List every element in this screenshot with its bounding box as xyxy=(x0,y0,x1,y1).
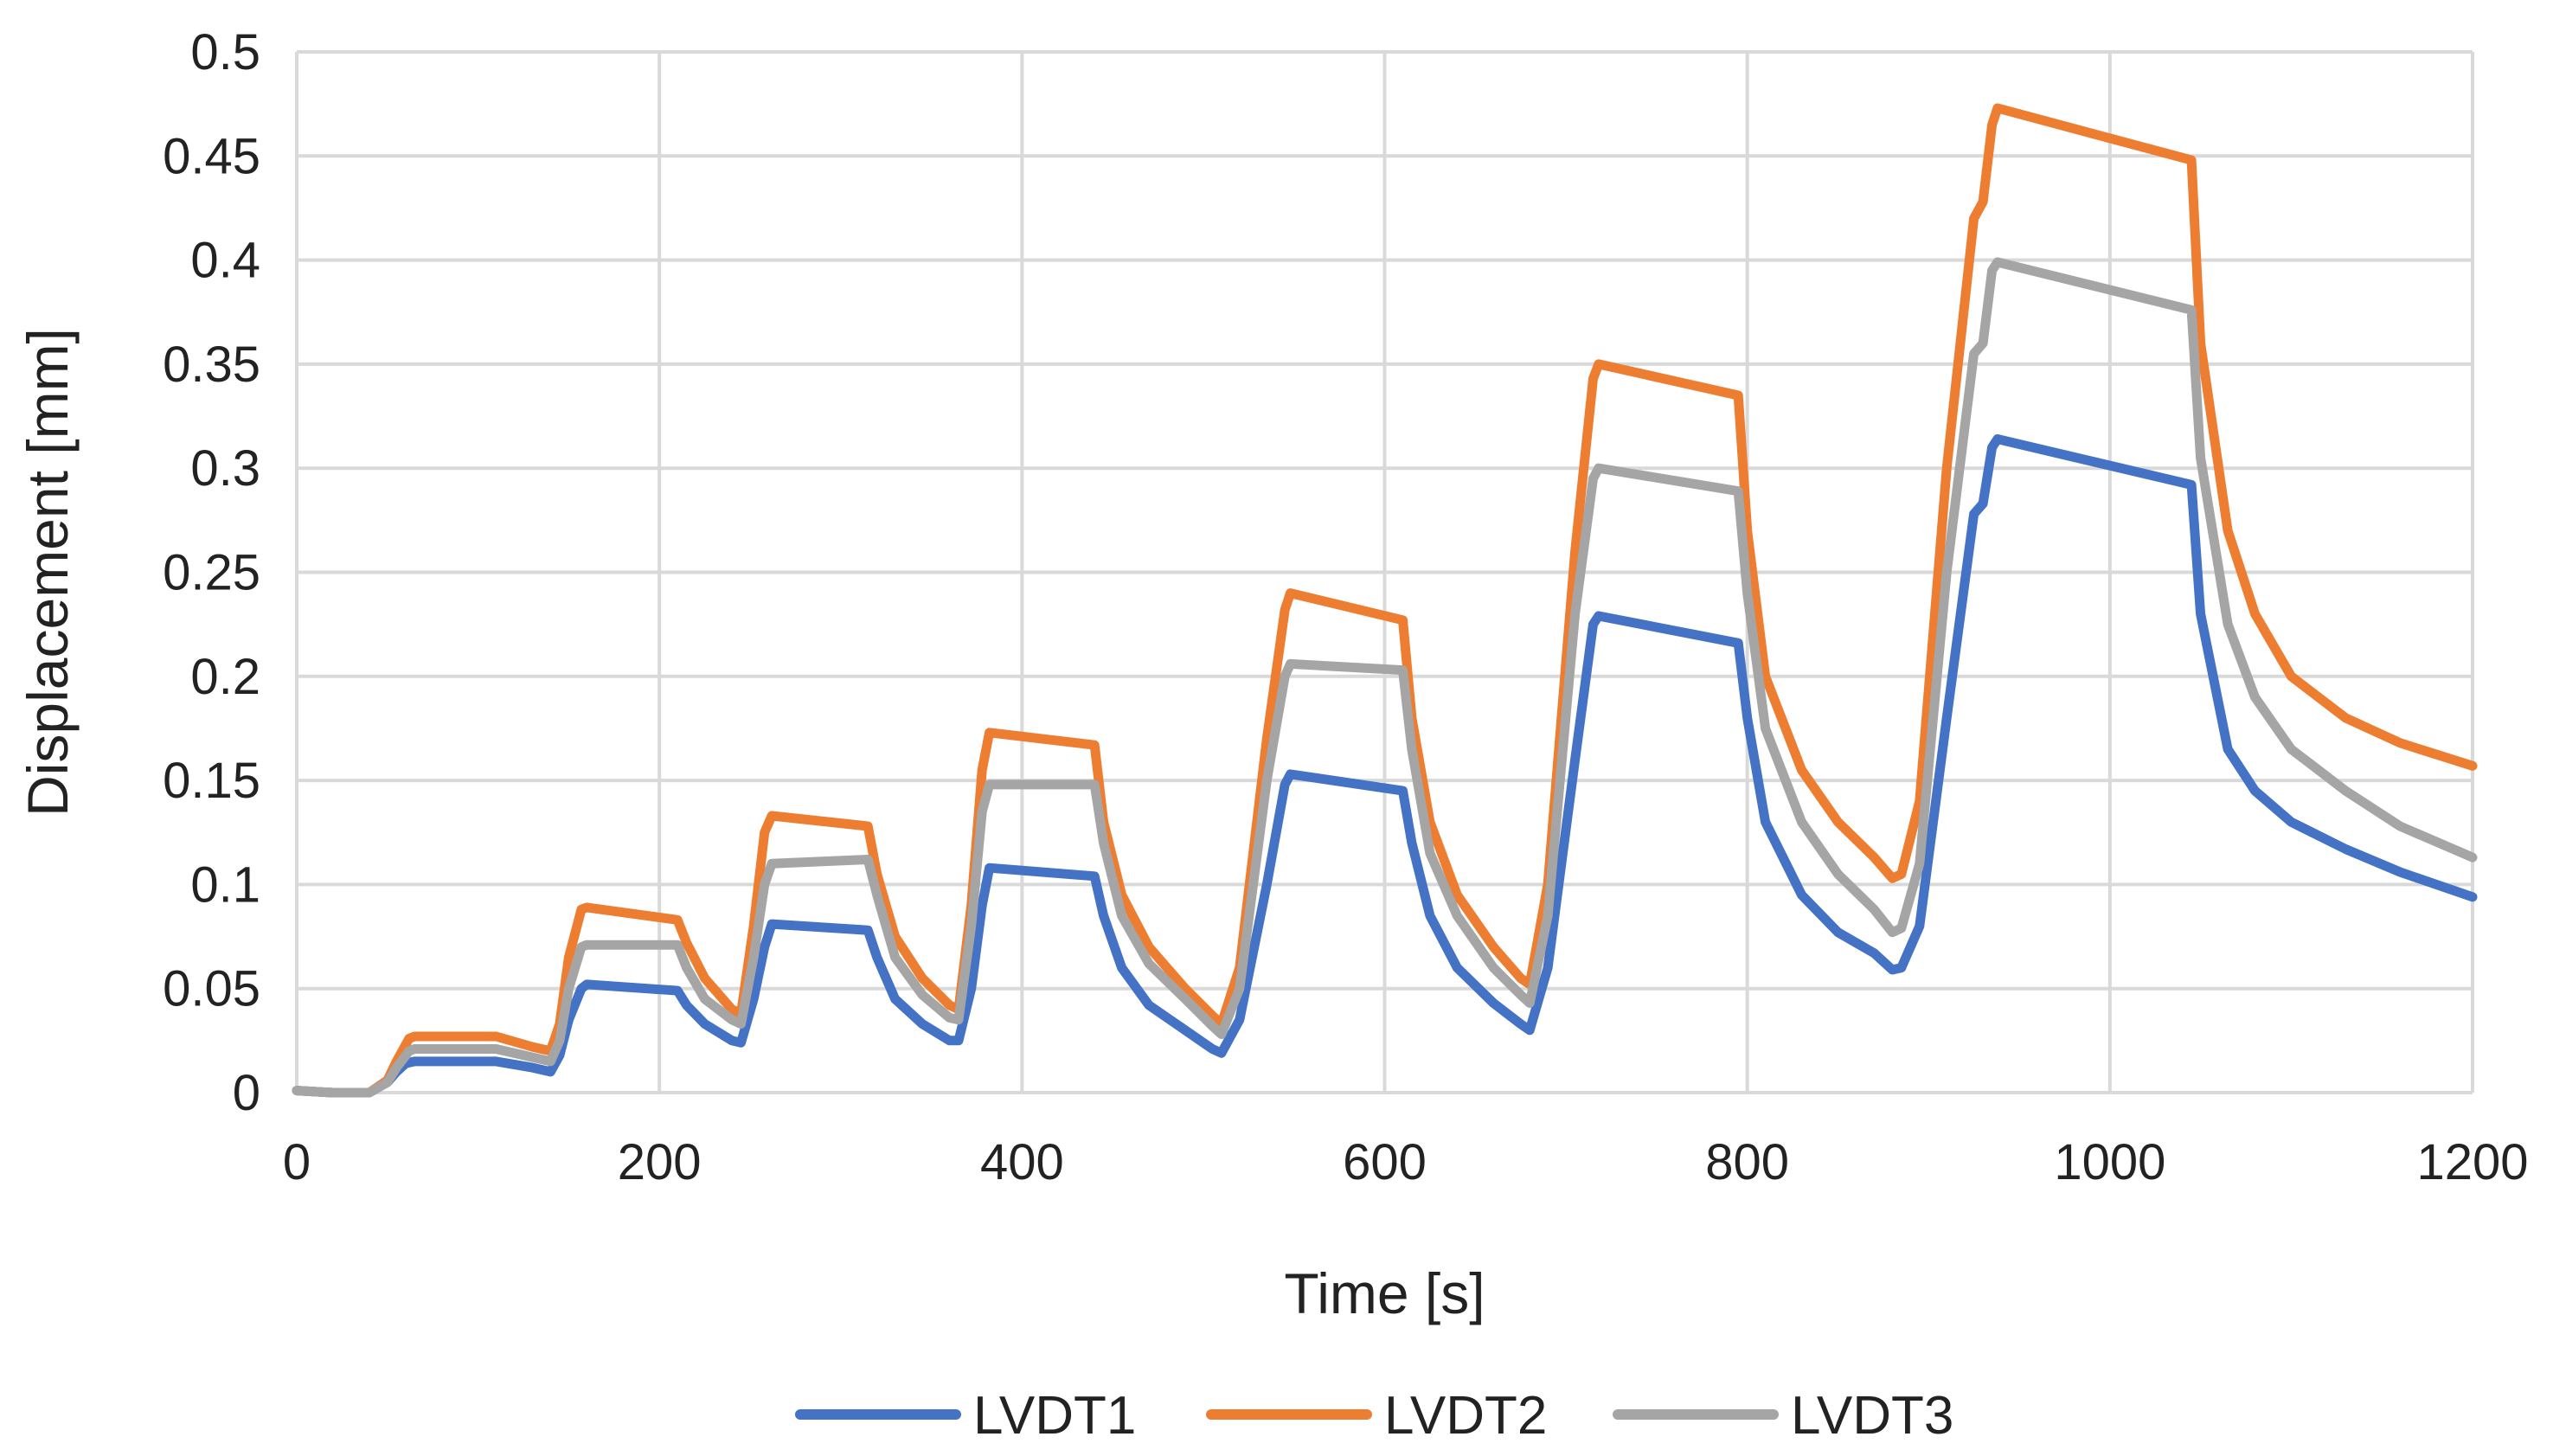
legend: LVDT1 LVDT2 LVDT3 xyxy=(795,1386,1953,1446)
y-tick-label: 0.3 xyxy=(190,440,260,497)
x-axis-ticks: 0 200 400 600 800 1000 1200 xyxy=(283,1134,2529,1190)
y-tick-label: 0.25 xyxy=(163,545,260,601)
y-tick-label: 0.15 xyxy=(163,753,260,809)
y-tick-label: 0 xyxy=(233,1065,260,1121)
x-axis-title: Time [s] xyxy=(1284,1261,1485,1325)
y-tick-label: 0.2 xyxy=(190,649,260,705)
legend-label-lvdt3: LVDT3 xyxy=(1791,1386,1953,1446)
y-axis-ticks: 0 0.05 0.1 0.15 0.2 0.25 0.3 0.35 0.4 0.45 0.5 xyxy=(163,24,260,1121)
y-tick-label: 0.05 xyxy=(163,961,260,1017)
y-tick-label: 0.35 xyxy=(163,337,260,393)
legend-label-lvdt1: LVDT1 xyxy=(973,1386,1136,1446)
x-tick-label: 600 xyxy=(1343,1134,1427,1190)
series-lines xyxy=(292,103,2478,1098)
x-tick-label: 1000 xyxy=(2054,1134,2165,1190)
y-tick-label: 0.45 xyxy=(163,128,260,184)
y-tick-label: 0.1 xyxy=(190,856,260,913)
x-tick-label: 200 xyxy=(618,1134,702,1190)
x-tick-label: 1200 xyxy=(2416,1134,2528,1190)
gridlines xyxy=(295,50,2474,1094)
y-tick-label: 0.5 xyxy=(190,24,260,80)
series-line-lvdt1 xyxy=(292,434,2478,1098)
x-tick-label: 400 xyxy=(980,1134,1064,1190)
series-line-lvdt3 xyxy=(292,257,2478,1098)
x-tick-label: 800 xyxy=(1705,1134,1789,1190)
y-axis-title: Displacement [mm] xyxy=(16,328,80,817)
x-tick-label: 0 xyxy=(283,1134,311,1190)
legend-label-lvdt2: LVDT2 xyxy=(1384,1386,1547,1446)
y-tick-label: 0.4 xyxy=(190,233,260,289)
